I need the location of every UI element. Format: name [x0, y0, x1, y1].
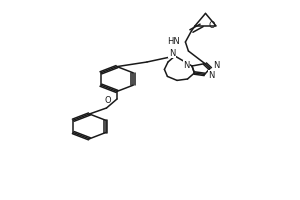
Text: N: N — [208, 71, 214, 80]
Text: N: N — [213, 62, 220, 71]
Text: O: O — [104, 96, 111, 105]
Text: O: O — [208, 21, 215, 30]
Text: N: N — [169, 48, 175, 58]
Text: N: N — [183, 60, 190, 70]
Text: HN: HN — [167, 38, 180, 46]
